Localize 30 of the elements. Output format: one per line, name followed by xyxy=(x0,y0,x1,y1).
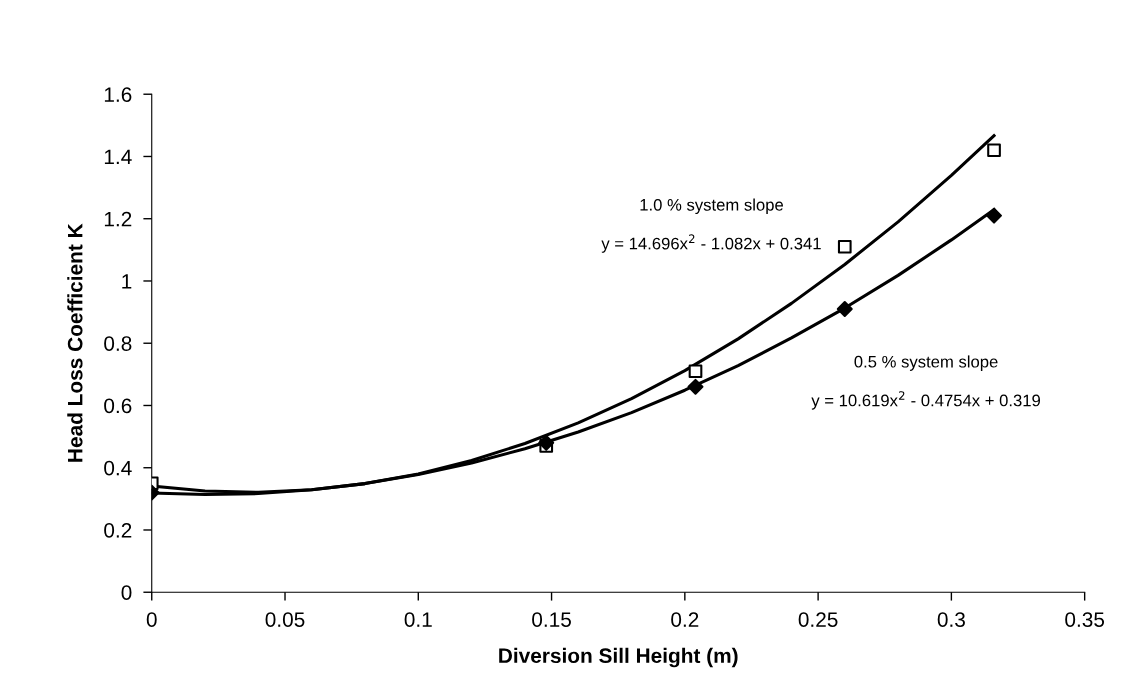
x-tick-label: 0.25 xyxy=(798,612,838,627)
y-tick-label: 0.2 xyxy=(104,522,132,538)
x-tick-label: 0.15 xyxy=(532,612,571,627)
y-tick-label: 1.2 xyxy=(104,211,132,227)
x-tick-label: 0.1 xyxy=(404,612,432,627)
x-tick-label: 0.2 xyxy=(671,612,699,627)
x-tick-label: 0.35 xyxy=(1065,612,1105,627)
point xyxy=(836,301,853,317)
x-tick-label: 0.05 xyxy=(265,612,305,627)
annotation: 1.0 % system slope xyxy=(640,198,784,215)
point xyxy=(986,207,1003,224)
y-tick-label: 1 xyxy=(122,274,132,289)
x-tick-label: 0.3 xyxy=(937,612,965,627)
y-tick-label: 1.4 xyxy=(104,149,132,165)
y-tick-label: 0.4 xyxy=(104,460,132,476)
y-tick-label: 0 xyxy=(121,585,132,600)
point xyxy=(837,239,852,254)
point xyxy=(687,378,704,395)
annotation: 0.5 % system slope xyxy=(854,355,998,371)
y-tick-label: 1.6 xyxy=(104,87,132,102)
point xyxy=(688,364,703,379)
y-tick-label: 0.6 xyxy=(104,398,132,414)
y-axis-title: Head Loss Coefficient K xyxy=(67,223,83,462)
x-tick-label: 0 xyxy=(146,612,157,627)
x-axis-title: Diversion Sill Height (m) xyxy=(499,647,738,668)
point xyxy=(987,143,1001,158)
point xyxy=(538,434,555,451)
annotation: y = 10.619x$^{2}$ - 0.4754x + 0.319 xyxy=(811,391,1041,410)
y-tick-label: 0.8 xyxy=(104,336,132,351)
annotation: y = 14.696x$^{2}$ - 1.082x + 0.341 xyxy=(601,234,821,253)
